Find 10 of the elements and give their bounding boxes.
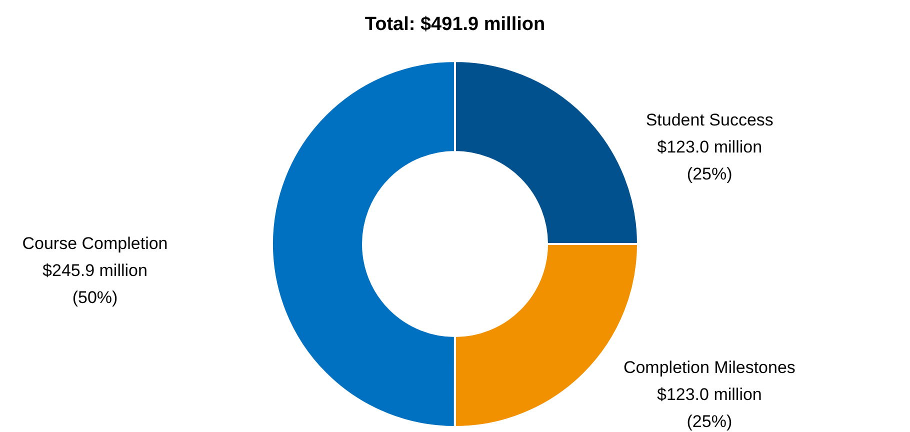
slice-label: Completion Milestones bbox=[623, 358, 796, 377]
data-label: $245.9 million bbox=[42, 260, 148, 280]
chart-title: Total: $491.9 million bbox=[364, 14, 546, 35]
slice-label: Course Completion bbox=[22, 234, 168, 253]
text: (50%) bbox=[72, 288, 118, 307]
text: (25%) bbox=[686, 412, 732, 431]
data-label: $123.0 million bbox=[657, 137, 762, 156]
data-label: $123.0 million bbox=[656, 384, 762, 404]
text: (25%) bbox=[686, 164, 732, 184]
slice-label: Student Success bbox=[646, 110, 774, 130]
